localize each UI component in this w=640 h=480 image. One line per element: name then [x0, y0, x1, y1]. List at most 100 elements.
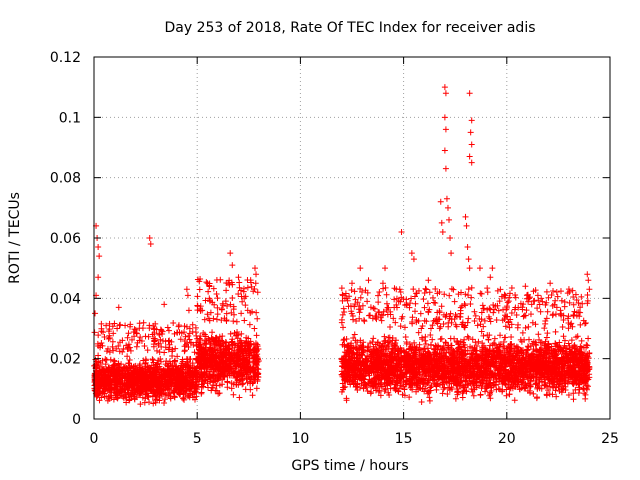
- grid-lines: [94, 57, 610, 419]
- data-point: [253, 385, 260, 392]
- data-point: [470, 392, 477, 399]
- data-point: [162, 370, 169, 377]
- data-point: [144, 364, 151, 371]
- data-point: [102, 379, 109, 386]
- data-point: [108, 387, 115, 394]
- data-point: [544, 330, 551, 337]
- data-point: [114, 325, 121, 332]
- data-point: [201, 316, 208, 323]
- data-point: [143, 371, 150, 378]
- data-point: [171, 394, 178, 401]
- data-point: [176, 388, 183, 395]
- data-point: [125, 360, 132, 367]
- data-point: [236, 394, 243, 401]
- data-point: [185, 392, 192, 399]
- data-point: [252, 280, 259, 287]
- data-point: [170, 375, 177, 382]
- data-point: [227, 330, 234, 337]
- data-point: [213, 382, 220, 389]
- data-point: [203, 279, 210, 286]
- data-point: [113, 379, 120, 386]
- data-point: [538, 339, 545, 346]
- data-point: [170, 320, 177, 327]
- data-point: [472, 339, 479, 346]
- data-point: [167, 379, 174, 386]
- data-point: [190, 379, 197, 386]
- data-point: [401, 386, 408, 393]
- data-point: [250, 379, 257, 386]
- data-point: [219, 376, 226, 383]
- data-point: [127, 391, 134, 398]
- data-point: [242, 386, 249, 393]
- data-point: [109, 338, 116, 345]
- data-point: [175, 323, 182, 330]
- data-point: [173, 368, 180, 375]
- data-point: [209, 329, 216, 336]
- data-point: [150, 343, 157, 350]
- data-point: [174, 353, 181, 360]
- data-point: [253, 332, 260, 339]
- data-point: [214, 311, 221, 318]
- data-point: [485, 336, 492, 343]
- data-point: [153, 326, 160, 333]
- data-point: [142, 389, 149, 396]
- data-point: [164, 324, 171, 331]
- data-point: [177, 375, 184, 382]
- data-point: [131, 333, 138, 340]
- data-point: [156, 363, 163, 370]
- data-point: [253, 352, 260, 359]
- data-point: [187, 385, 194, 392]
- data-point: [192, 396, 199, 403]
- data-point: [506, 391, 513, 398]
- data-point: [153, 347, 160, 354]
- data-point: [192, 388, 199, 395]
- data-point: [351, 331, 358, 338]
- data-point: [238, 330, 245, 337]
- data-point: [102, 386, 109, 393]
- data-point: [157, 358, 164, 365]
- data-point: [155, 341, 162, 348]
- data-point: [104, 397, 111, 404]
- data-point: [139, 368, 146, 375]
- data-point: [238, 310, 245, 317]
- data-point: [418, 399, 425, 406]
- chart-title: Day 253 of 2018, Rate Of TEC Index for r…: [164, 20, 535, 36]
- data-point: [180, 363, 187, 370]
- data-point: [254, 289, 261, 296]
- data-point: [181, 338, 188, 345]
- data-point: [196, 286, 203, 293]
- data-point: [156, 369, 163, 376]
- data-point: [105, 328, 112, 335]
- data-point: [182, 341, 189, 348]
- data-point: [156, 330, 163, 337]
- data-point: [157, 336, 164, 343]
- data-point: [240, 380, 247, 387]
- data-point: [438, 335, 445, 342]
- data-point: [135, 385, 142, 392]
- data-point: [575, 389, 582, 396]
- data-point: [561, 337, 568, 344]
- data-point: [183, 356, 190, 363]
- data-point: [171, 358, 178, 365]
- data-point: [115, 374, 122, 381]
- data-point: [162, 373, 169, 380]
- data-point: [108, 379, 115, 386]
- data-point: [552, 328, 559, 335]
- data-point: [91, 329, 98, 336]
- data-point: [519, 329, 526, 336]
- data-point: [568, 337, 575, 344]
- data-point: [151, 338, 158, 345]
- data-point: [191, 349, 198, 356]
- data-point: [142, 333, 149, 340]
- data-point: [115, 367, 122, 374]
- data-point: [213, 291, 220, 298]
- data-point: [95, 352, 102, 359]
- data-point: [162, 361, 169, 368]
- data-point: [151, 337, 158, 344]
- data-point: [220, 302, 227, 309]
- data-point: [114, 395, 121, 402]
- data-point: [169, 346, 176, 353]
- data-point: [491, 335, 498, 342]
- data-point: [142, 357, 149, 364]
